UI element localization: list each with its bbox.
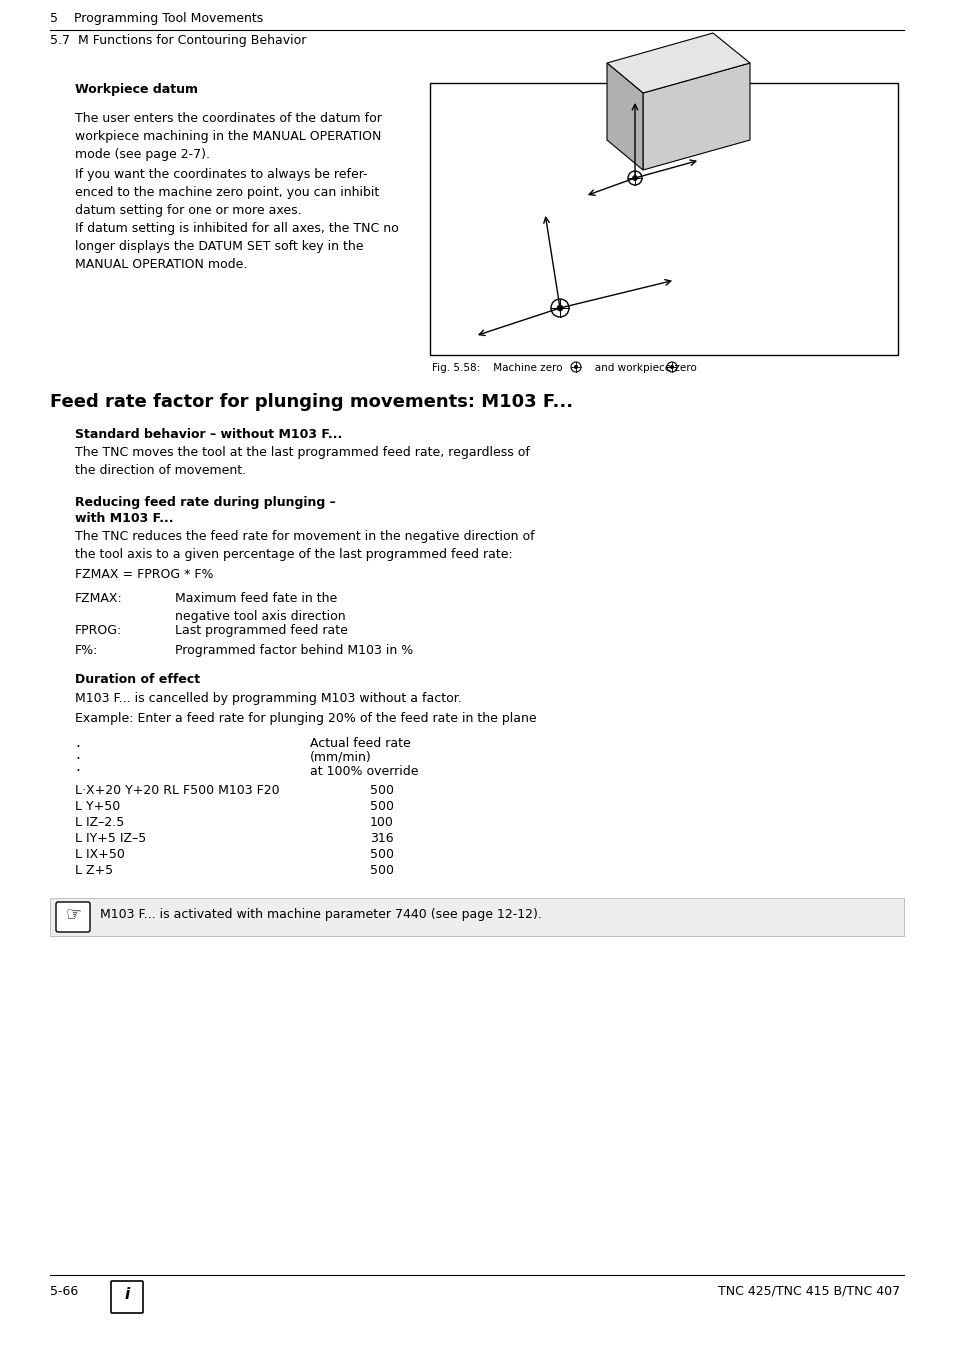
Text: FZMAX = FPROG * F%: FZMAX = FPROG * F% [75,567,213,581]
Text: Example: Enter a feed rate for plunging 20% of the feed rate in the plane: Example: Enter a feed rate for plunging … [75,712,536,725]
Text: and workpiece zero: and workpiece zero [584,363,696,373]
Text: Programmed factor behind M103 in %: Programmed factor behind M103 in % [174,644,413,657]
FancyBboxPatch shape [430,82,897,355]
Text: M103 F... is cancelled by programming M103 without a factor.: M103 F... is cancelled by programming M1… [75,692,461,705]
Text: The TNC moves the tool at the last programmed feed rate, regardless of
the direc: The TNC moves the tool at the last progr… [75,446,529,477]
Text: L IY+5 IZ–5: L IY+5 IZ–5 [75,832,146,844]
Text: Last programmed feed rate: Last programmed feed rate [174,624,348,638]
Text: ☞: ☞ [65,905,81,923]
Text: Reducing feed rate during plunging –: Reducing feed rate during plunging – [75,496,335,509]
Text: Feed rate factor for plunging movements: M103 F...: Feed rate factor for plunging movements:… [50,393,573,411]
Text: TNC 425/TNC 415 B/TNC 407: TNC 425/TNC 415 B/TNC 407 [717,1285,899,1298]
FancyBboxPatch shape [111,1281,143,1313]
FancyBboxPatch shape [50,898,903,936]
Text: at 100% override: at 100% override [310,765,418,778]
Polygon shape [606,63,642,170]
Text: 500: 500 [370,848,394,861]
Text: M103 F... is activated with machine parameter 7440 (see page 12-12).: M103 F... is activated with machine para… [100,908,541,921]
Text: Actual feed rate: Actual feed rate [310,738,411,750]
Text: The user enters the coordinates of the datum for
workpiece machining in the MANU: The user enters the coordinates of the d… [75,112,381,161]
Text: (mm/min): (mm/min) [310,751,372,765]
Text: L IX+50: L IX+50 [75,848,125,861]
Text: 316: 316 [370,832,394,844]
Text: F%:: F%: [75,644,98,657]
Text: L Y+50: L Y+50 [75,800,120,813]
Text: L·X+20 Y+20 RL F500 M103 F20: L·X+20 Y+20 RL F500 M103 F20 [75,784,279,797]
Text: with M103 F...: with M103 F... [75,512,173,526]
Circle shape [669,365,673,369]
Text: FZMAX:: FZMAX: [75,592,123,605]
Text: ·: · [75,765,80,780]
Text: L Z+5: L Z+5 [75,865,113,877]
Text: The TNC reduces the feed rate for movement in the negative direction of
the tool: The TNC reduces the feed rate for moveme… [75,530,534,561]
Text: 500: 500 [370,865,394,877]
Text: FPROG:: FPROG: [75,624,122,638]
Circle shape [632,176,637,181]
Text: If datum setting is inhibited for all axes, the TNC no
longer displays the DATUM: If datum setting is inhibited for all ax… [75,222,398,272]
Text: 500: 500 [370,800,394,813]
Text: If you want the coordinates to always be refer-
enced to the machine zero point,: If you want the coordinates to always be… [75,168,379,218]
Text: 5    Programming Tool Movements: 5 Programming Tool Movements [50,12,263,26]
Text: Workpiece datum: Workpiece datum [75,82,198,96]
Text: Duration of effect: Duration of effect [75,673,200,686]
Text: Fig. 5.58:    Machine zero: Fig. 5.58: Machine zero [432,363,562,373]
Text: 5.7  M Functions for Contouring Behavior: 5.7 M Functions for Contouring Behavior [50,34,306,47]
FancyBboxPatch shape [56,902,90,932]
Text: L IZ–2.5: L IZ–2.5 [75,816,124,830]
Text: Standard behavior – without M103 F...: Standard behavior – without M103 F... [75,428,342,440]
Text: ·: · [75,753,80,767]
Polygon shape [606,32,749,93]
Text: 500: 500 [370,784,394,797]
Circle shape [574,365,578,369]
Polygon shape [642,63,749,170]
Text: 100: 100 [370,816,394,830]
Text: ·: · [75,740,80,755]
Text: i: i [124,1288,130,1302]
Circle shape [557,305,562,311]
Text: Maximum feed fate in the
negative tool axis direction: Maximum feed fate in the negative tool a… [174,592,345,623]
Text: 5-66: 5-66 [50,1285,78,1298]
